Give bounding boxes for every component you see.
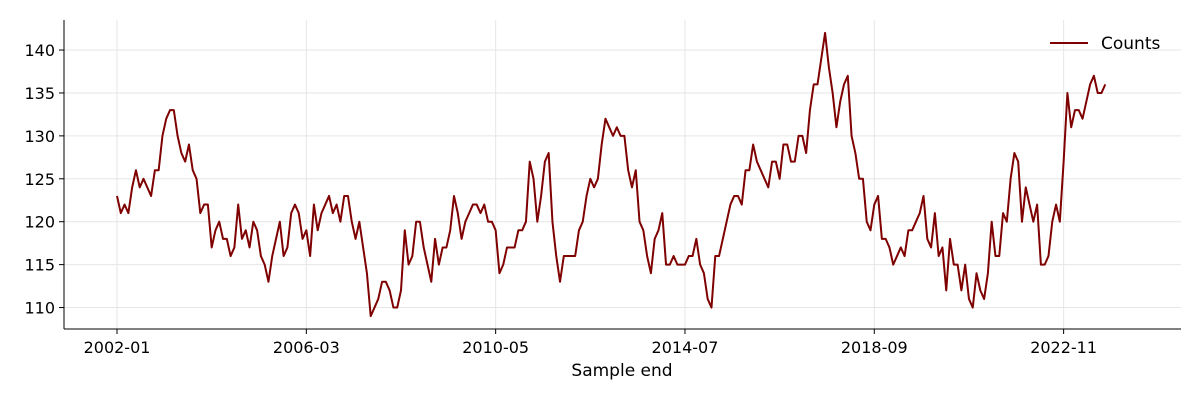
y-tick-label: 140 [24,41,55,60]
y-tick-label: 135 [24,84,55,103]
x-tick-label: 2022-11 [1030,338,1097,357]
series-line-counts [116,31,1107,318]
axes-layer [63,20,1181,330]
x-tick-label: 2010-05 [462,338,529,357]
x-tick-label: 2014-07 [652,338,719,357]
x-tick-label: 2006-03 [273,338,340,357]
x-tick-label: 2018-09 [841,338,908,357]
x-axis-title: Sample end [571,361,672,381]
legend-label-counts: Counts [1101,34,1160,54]
y-tick-label: 115 [24,256,55,275]
y-tick-label: 130 [24,127,55,146]
x-tick-label: 2002-01 [84,338,151,357]
legend: Counts [1050,34,1160,54]
series-layer [116,31,1107,318]
grid-layer [64,20,1181,329]
ticks-layer: 110 115 120 125 130 135 140 2002-01 2006-03 2010-… [24,41,1097,357]
y-tick-label: 110 [24,299,55,318]
y-tick-label: 120 [24,213,55,232]
y-tick-label: 125 [24,170,55,189]
